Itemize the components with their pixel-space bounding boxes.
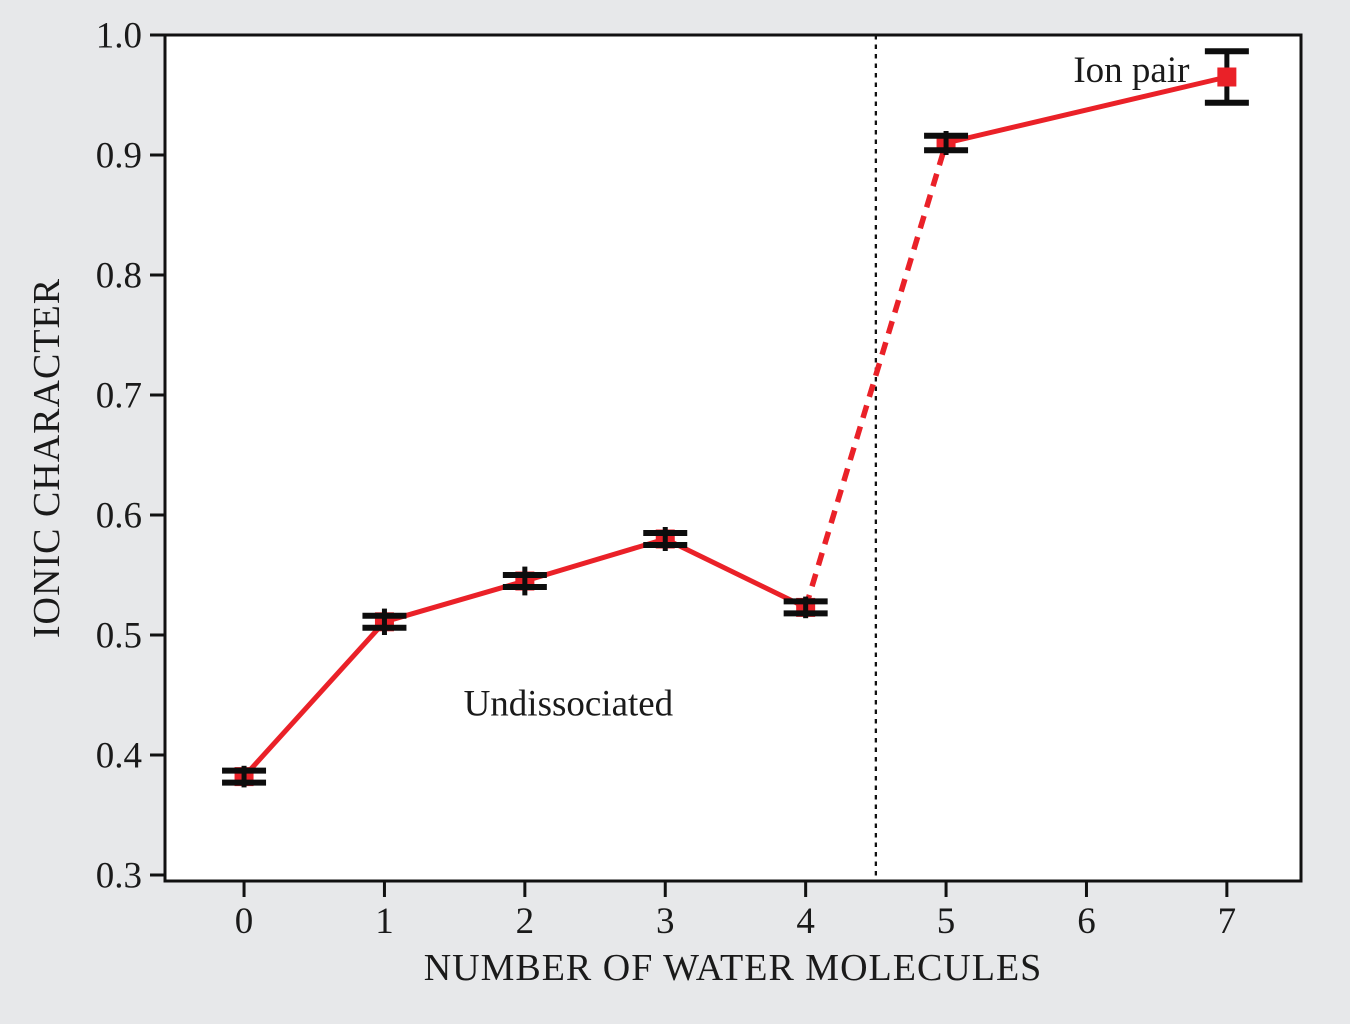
y-tick-label: 0.5 bbox=[96, 616, 142, 657]
annotation-ion-pair: Ion pair bbox=[1073, 50, 1189, 91]
y-tick-label: 0.3 bbox=[96, 856, 142, 897]
series-segment bbox=[664, 536, 807, 610]
series-segment-dashed bbox=[803, 142, 949, 609]
x-tick-label: 5 bbox=[937, 901, 956, 942]
plot-area bbox=[165, 35, 1301, 881]
y-tick-label: 1.0 bbox=[96, 16, 142, 57]
data-point-marker bbox=[1217, 67, 1237, 87]
x-axis-title: NUMBER OF WATER MOLECULES bbox=[423, 947, 1043, 989]
x-tick-label: 6 bbox=[1077, 901, 1096, 942]
series-segment bbox=[242, 620, 387, 779]
x-tick-label: 4 bbox=[796, 901, 815, 942]
series-segment bbox=[945, 74, 1228, 146]
x-tick-label: 3 bbox=[656, 901, 675, 942]
x-tick-label: 2 bbox=[516, 901, 535, 942]
series-segment bbox=[524, 536, 666, 584]
y-tick-label: 0.8 bbox=[96, 256, 142, 297]
y-tick-label: 0.4 bbox=[96, 736, 142, 777]
plot-frame bbox=[163, 33, 1303, 883]
y-axis-title: IONIC CHARACTER bbox=[26, 277, 68, 639]
x-tick-label: 1 bbox=[375, 901, 394, 942]
x-tick-label: 7 bbox=[1218, 901, 1237, 942]
x-tick-label: 0 bbox=[235, 901, 254, 942]
y-tick-label: 0.6 bbox=[96, 496, 142, 537]
y-tick-label: 0.7 bbox=[96, 376, 142, 417]
annotation-undissociated: Undissociated bbox=[464, 683, 674, 724]
series-segment bbox=[383, 578, 526, 625]
y-tick-label: 0.9 bbox=[96, 136, 142, 177]
